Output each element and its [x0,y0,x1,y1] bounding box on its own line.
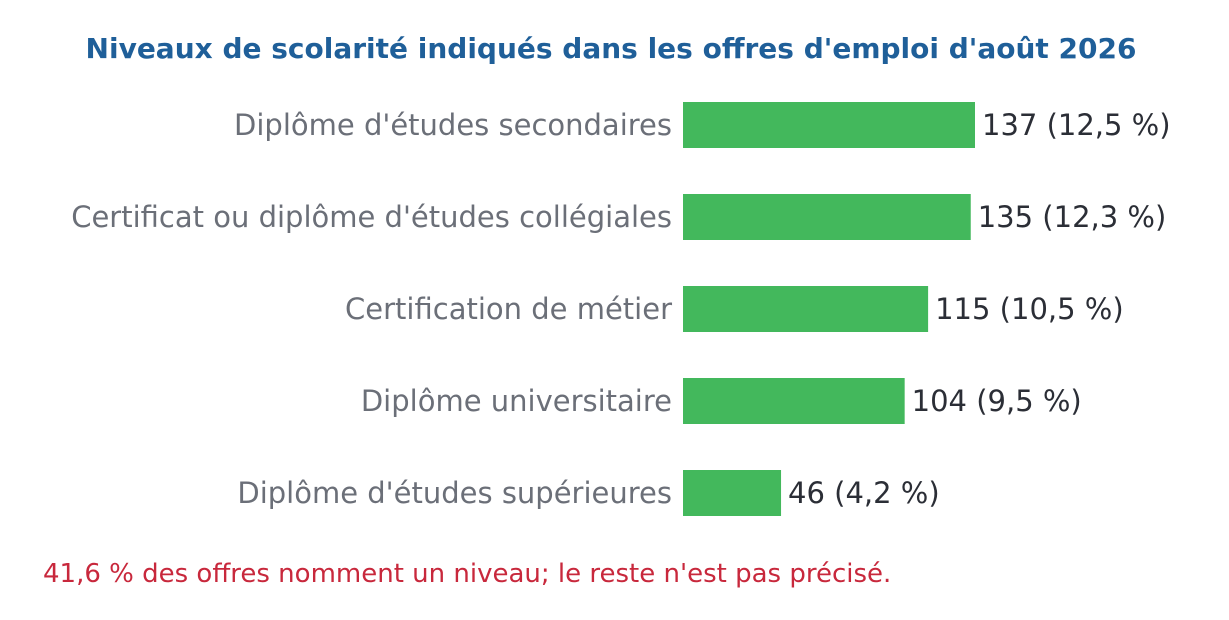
category-label: Diplôme universitaire [361,384,672,418]
data-label: 115 (10,5 %) [935,292,1124,326]
category-label: Diplôme d'études supérieures [237,476,672,510]
category-label: Certificat ou diplôme d'études collégial… [71,200,672,234]
chart-footnote: 41,6 % des offres nomment un niveau; le … [43,559,891,589]
bars-group: Diplôme d'études secondaires 137 (12,5 %)… [71,102,1171,516]
category-label: Diplôme d'études secondaires [234,108,672,142]
data-label: 104 (9,5 %) [912,384,1082,418]
chart-title: Niveaux de scolarité indiqués dans les o… [86,32,1137,65]
bar [683,378,905,424]
bar [683,194,971,240]
bar [683,286,929,332]
category-label: Certification de métier [345,292,672,326]
data-label: 137 (12,5 %) [982,108,1171,142]
data-label: 135 (12,3 %) [978,200,1167,234]
bar [683,470,782,516]
data-label: 46 (4,2 %) [788,476,940,510]
bar [683,102,975,148]
